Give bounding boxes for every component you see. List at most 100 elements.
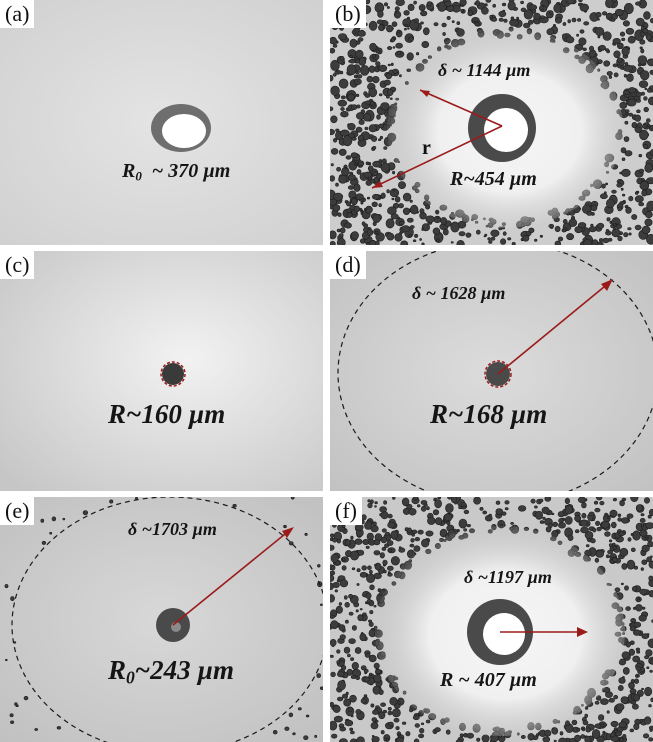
condensation-droplet: [612, 545, 618, 550]
condensation-droplet: [330, 241, 336, 245]
condensation-droplet: [339, 579, 349, 588]
condensation-droplet: [332, 43, 338, 48]
condensation-droplet: [356, 568, 361, 573]
condensation-droplet: [610, 720, 619, 728]
condensation-droplet: [603, 723, 608, 727]
condensation-droplet: [10, 720, 15, 724]
condensation-droplet: [578, 37, 587, 46]
condensation-droplet: [404, 24, 408, 27]
condensation-droplet: [14, 702, 18, 706]
condensation-droplet: [596, 497, 603, 501]
condensation-droplet: [641, 544, 650, 553]
condensation-droplet: [555, 17, 563, 24]
condensation-droplet: [401, 225, 411, 233]
condensation-droplet: [373, 662, 380, 669]
condensation-droplet: [303, 735, 309, 740]
condensation-droplet: [645, 118, 651, 123]
condensation-droplet: [337, 212, 342, 217]
condensation-droplet: [378, 203, 382, 208]
condensation-droplet: [392, 708, 401, 718]
condensation-droplet: [378, 123, 384, 129]
condensation-droplet: [395, 0, 405, 7]
condensation-droplet: [542, 736, 551, 742]
dry-zone-boundary: [337, 251, 653, 491]
condensation-droplet: [535, 733, 540, 737]
condensation-droplet: [373, 674, 382, 683]
condensation-droplet: [374, 230, 379, 234]
condensation-droplet: [612, 497, 617, 502]
condensation-droplet: [553, 3, 562, 14]
condensation-droplet: [387, 521, 396, 529]
condensation-droplet: [518, 505, 527, 512]
condensation-droplet: [459, 733, 464, 738]
condensation-droplet: [344, 539, 351, 546]
condensation-droplet: [402, 207, 411, 216]
condensation-droplet: [82, 510, 88, 516]
condensation-droplet: [346, 64, 357, 76]
condensation-droplet: [451, 20, 455, 24]
condensation-droplet: [387, 46, 393, 51]
condensation-droplet: [358, 119, 365, 125]
condensation-droplet: [386, 189, 390, 194]
panel-c: (c) R~160 µm: [0, 251, 323, 491]
condensation-droplet: [620, 696, 629, 704]
condensation-droplet: [567, 19, 571, 24]
condensation-droplet: [631, 214, 638, 220]
condensation-droplet: [376, 19, 384, 25]
condensation-droplet: [626, 559, 636, 570]
condensation-droplet: [554, 225, 561, 233]
condensation-droplet: [628, 112, 633, 117]
condensation-droplet: [629, 728, 634, 733]
condensation-droplet: [437, 497, 442, 500]
condensation-droplet: [385, 72, 392, 80]
condensation-droplet: [574, 515, 582, 522]
condensation-droplet: [332, 204, 341, 212]
condensation-droplet: [605, 554, 610, 559]
condensation-droplet: [590, 538, 596, 544]
condensation-droplet: [330, 60, 340, 71]
condensation-droplet: [510, 16, 515, 21]
condensation-droplet: [591, 239, 599, 245]
condensation-droplet: [368, 65, 376, 73]
condensation-droplet: [520, 735, 526, 740]
condensation-droplet: [335, 182, 339, 187]
condensation-droplet: [481, 734, 490, 742]
condensation-droplet: [414, 723, 420, 728]
condensation-droplet: [542, 516, 546, 520]
condensation-droplet: [360, 665, 367, 671]
condensation-droplet: [390, 530, 399, 540]
condensation-droplet: [373, 539, 381, 546]
condensation-droplet: [611, 228, 621, 238]
condensation-droplet: [511, 242, 516, 245]
condensation-droplet: [389, 188, 400, 198]
condensation-droplet: [446, 520, 451, 526]
condensation-droplet: [423, 27, 430, 36]
condensation-droplet: [602, 31, 612, 41]
condensation-droplet: [336, 538, 341, 544]
condensation-droplet: [338, 148, 347, 156]
condensation-droplet: [368, 87, 378, 98]
condensation-droplet: [544, 497, 552, 502]
condensation-droplet: [632, 586, 638, 592]
condensation-droplet: [479, 506, 484, 511]
condensation-droplet: [350, 535, 354, 540]
condensation-droplet: [640, 567, 644, 571]
condensation-droplet: [643, 96, 648, 101]
condensation-droplet: [337, 696, 344, 702]
condensation-droplet: [484, 3, 488, 7]
condensation-droplet: [523, 22, 531, 29]
condensation-droplet: [331, 733, 338, 739]
condensation-droplet: [557, 511, 565, 518]
condensation-droplet: [621, 168, 631, 177]
condensation-droplet: [406, 52, 414, 61]
condensation-droplet: [357, 74, 363, 79]
condensation-droplet: [305, 714, 310, 718]
condensation-droplet: [330, 163, 334, 167]
condensation-droplet: [621, 497, 627, 502]
condensation-droplet: [445, 503, 454, 514]
condensation-droplet: [642, 144, 648, 149]
condensation-droplet: [648, 575, 653, 582]
condensation-droplet: [387, 88, 394, 96]
panel-label: (f): [330, 497, 362, 525]
condensation-droplet: [502, 231, 507, 236]
